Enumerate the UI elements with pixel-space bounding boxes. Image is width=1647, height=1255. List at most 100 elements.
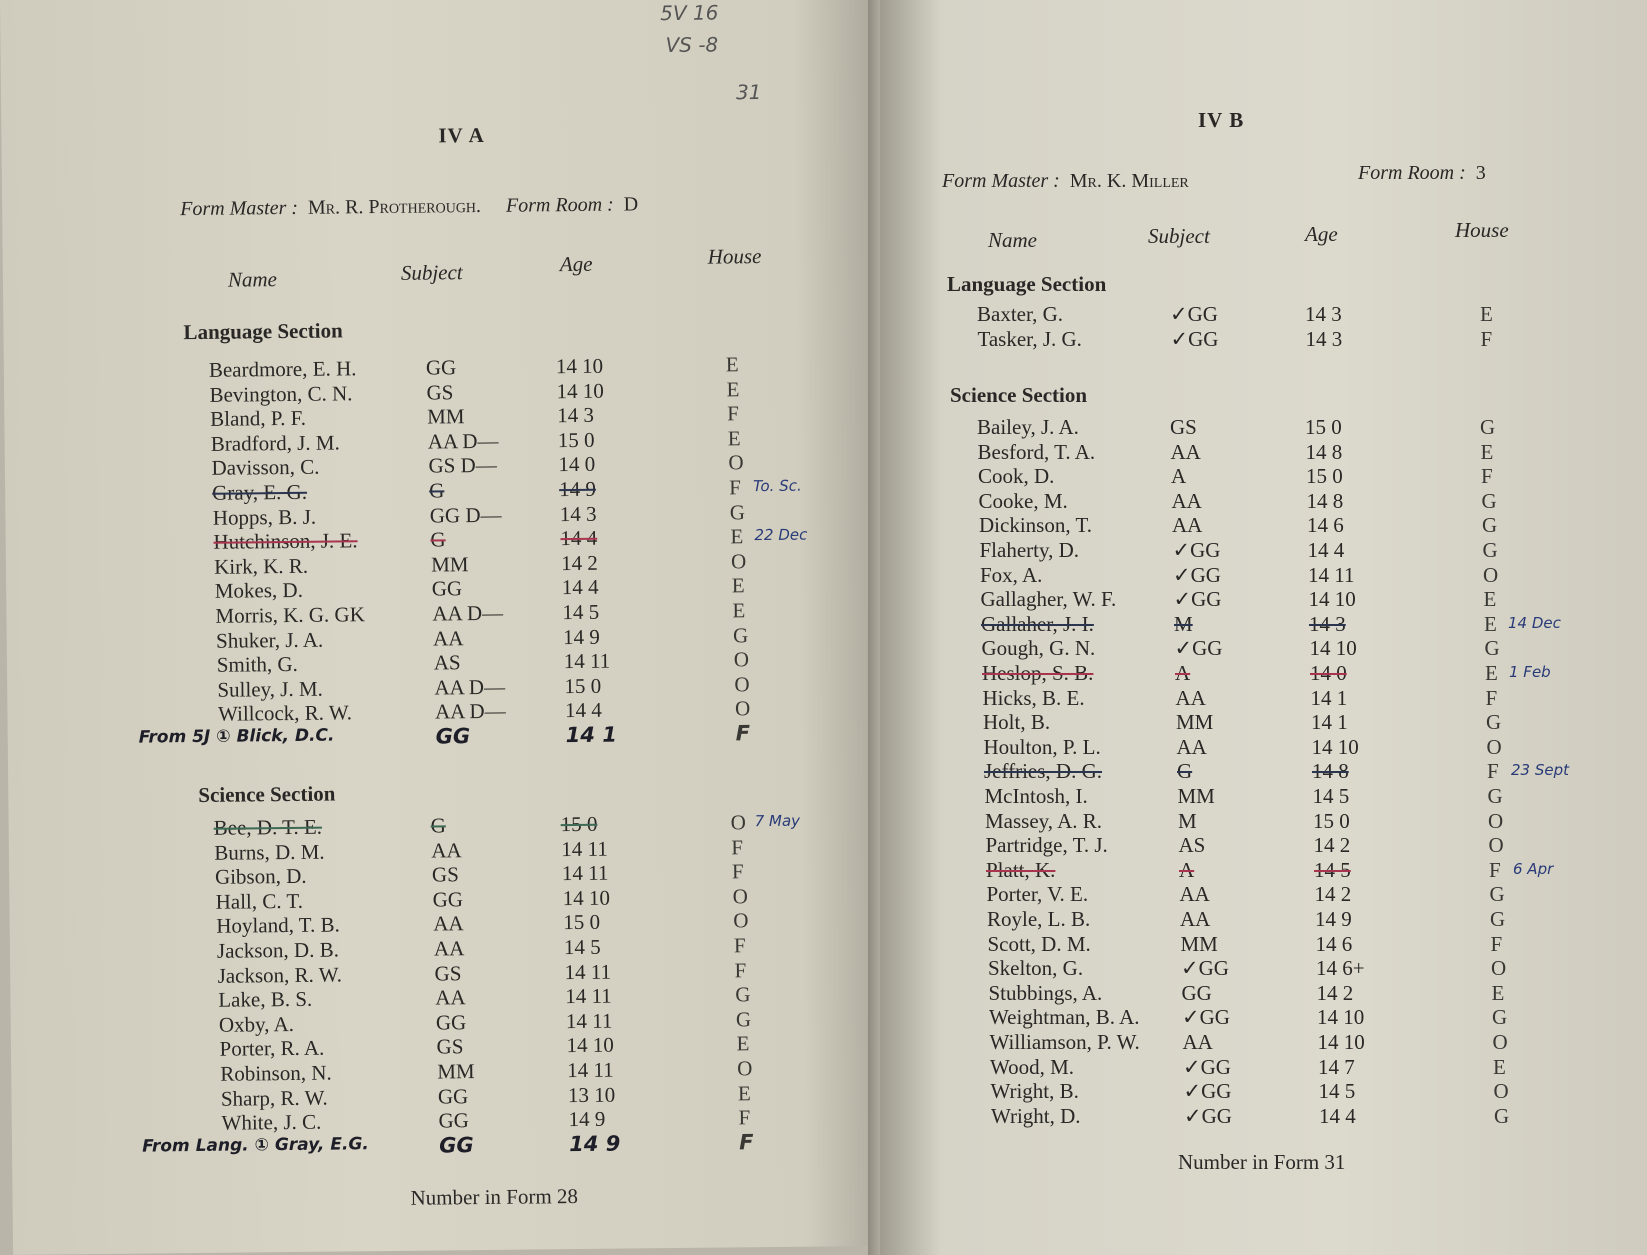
- cell-name: From Lang. ① Gray, E.G.: [142, 1133, 369, 1157]
- cell-age: 14 11: [561, 836, 608, 861]
- cell-age: 14 0: [1310, 661, 1347, 685]
- margin-note: VS -8: [665, 32, 719, 58]
- header-subject: Subject: [1148, 224, 1210, 248]
- cell-name: Hicks, B. E.: [982, 685, 1085, 710]
- cell-house: O: [733, 908, 749, 933]
- handwritten-note: To. Sc.: [753, 476, 802, 496]
- cell-house: O: [1486, 734, 1502, 759]
- cell-name: Morris, K. G. GK: [215, 602, 365, 628]
- form-title: IV B: [1198, 108, 1245, 132]
- cell-name: Heslop, S. B.: [982, 661, 1094, 685]
- cell-age: 14 2: [1314, 882, 1352, 907]
- form-master-label: Form Master :: [942, 170, 1060, 192]
- cell-age: 14 11: [563, 648, 611, 674]
- form-room-label: Form Room :: [1358, 162, 1466, 184]
- cell-subject: GS D—: [428, 453, 497, 478]
- cell-name: Kirk, K. R.: [214, 553, 309, 579]
- cell-subject: AA D—: [434, 699, 506, 724]
- cell-name: Scott, D. M.: [987, 931, 1091, 956]
- cell-name: Fox, A.: [980, 562, 1043, 587]
- handwritten-note: 22 Dec: [754, 525, 808, 545]
- cell-name: McIntosh, I.: [984, 784, 1088, 808]
- form-total: Number in Form 31: [1178, 1150, 1346, 1174]
- cell-subject: AA: [1175, 685, 1206, 710]
- cell-subject: G: [1177, 759, 1193, 784]
- cell-house: G: [1494, 1103, 1510, 1128]
- cell-subject: MM: [1180, 931, 1218, 956]
- cell-house: O: [1492, 1030, 1508, 1054]
- section-title: Language Section: [183, 318, 343, 345]
- cell-house: F: [729, 475, 741, 500]
- cell-name: Davisson, C.: [211, 455, 320, 481]
- margin-note: 31: [735, 80, 762, 105]
- handwritten-note: 23 Sept: [1511, 761, 1570, 780]
- cell-house: O: [734, 671, 750, 697]
- cell-name: Jackson, D. B.: [216, 937, 340, 963]
- cell-name: Hutchinson, J. E.: [213, 528, 358, 554]
- cell-age: 14 2: [1316, 980, 1354, 1005]
- cell-subject: ✓GG: [1184, 1103, 1232, 1128]
- cell-age: 14 2: [1313, 833, 1351, 858]
- cell-age: 15 0: [560, 811, 598, 837]
- cell-subject: AA: [433, 911, 464, 936]
- cell-subject: MM: [427, 404, 465, 429]
- cell-subject: AA: [1182, 1030, 1213, 1054]
- cell-subject: AA: [1179, 882, 1210, 907]
- form-master-line: Form Master : Mr. R. Protherough. Form R…: [180, 193, 638, 221]
- cell-name: Hall, C. T.: [215, 888, 304, 914]
- margin-note: 5V 16: [660, 0, 719, 26]
- cell-subject: AA D—: [427, 428, 499, 454]
- handwritten-note: 7 May: [754, 811, 801, 831]
- cell-subject: GG: [435, 1009, 467, 1035]
- cell-subject: GG: [431, 576, 463, 601]
- cell-subject: G: [430, 527, 446, 552]
- cell-age: 14 11: [565, 1008, 613, 1033]
- cell-subject: AA: [431, 837, 462, 863]
- cell-age: 14 10: [562, 885, 610, 910]
- cell-name: Shuker, J. A.: [215, 627, 324, 653]
- header-age: Age: [1305, 222, 1338, 246]
- cell-name: Holt, B.: [983, 710, 1051, 735]
- cell-subject: GG: [438, 1108, 470, 1133]
- cell-subject: GG: [425, 355, 457, 380]
- cell-age: 14 10: [555, 353, 604, 379]
- cell-age: 14 3: [1305, 302, 1342, 326]
- cell-house: O: [730, 549, 747, 574]
- cell-house: G: [1489, 882, 1505, 907]
- form-room: D: [623, 193, 639, 216]
- cell-name: Hopps, B. J.: [212, 504, 317, 530]
- cell-name: White, J. C.: [221, 1109, 322, 1135]
- cell-name: Jackson, R. W.: [217, 962, 343, 988]
- cell-house: O: [1488, 833, 1504, 858]
- cell-subject: ✓GG: [1181, 956, 1229, 981]
- cell-subject: GS: [426, 379, 454, 405]
- cell-house: F: [739, 1129, 754, 1155]
- cell-subject: ✓GG: [1183, 1054, 1231, 1079]
- form-room: 3: [1475, 162, 1486, 184]
- cell-house: E: [731, 573, 745, 598]
- cell-age: 14 5: [1314, 857, 1351, 882]
- cell-name: Beardmore, E. H.: [208, 356, 357, 382]
- cell-age: 14 11: [1308, 562, 1355, 587]
- cell-subject: AS: [433, 650, 461, 675]
- cell-house: O: [734, 696, 751, 721]
- section-title: Language Section: [947, 272, 1107, 296]
- cell-house: G: [729, 499, 746, 524]
- cell-age: 14 6: [1307, 513, 1344, 538]
- cell-subject: AA: [1172, 513, 1203, 538]
- cell-name: Weightman, B. A.: [989, 1005, 1140, 1030]
- cell-age: 14 9: [1315, 907, 1352, 931]
- cell-name: Massey, A. R.: [985, 808, 1103, 833]
- cell-name: Robinson, N.: [220, 1060, 332, 1086]
- cell-house: O: [1488, 808, 1504, 833]
- cell-subject: AA: [1170, 439, 1201, 464]
- cell-name: Wood, M.: [990, 1054, 1075, 1079]
- cell-name: Tasker, J. G.: [977, 326, 1082, 351]
- cell-subject: MM: [1176, 710, 1214, 735]
- cell-subject: ✓GG: [1170, 326, 1219, 351]
- cell-age: 14 8: [1306, 488, 1344, 513]
- cell-house: E: [737, 1080, 751, 1105]
- cell-subject: GG: [437, 1083, 469, 1109]
- cell-age: 14 9: [569, 1131, 621, 1156]
- cell-age: 14 1: [1310, 685, 1348, 710]
